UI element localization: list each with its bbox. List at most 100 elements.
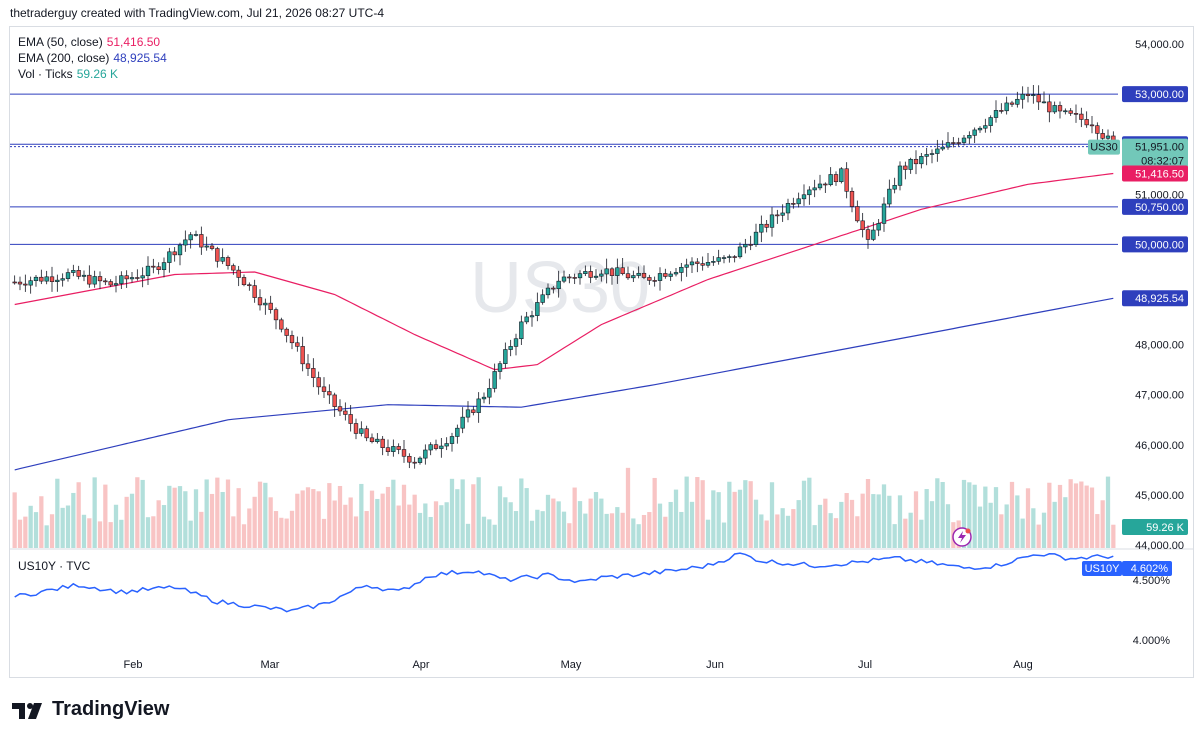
candle-body[interactable] bbox=[1084, 119, 1089, 126]
candle-body[interactable] bbox=[988, 117, 993, 126]
candle-body[interactable] bbox=[17, 281, 23, 285]
candle-body[interactable] bbox=[983, 125, 988, 129]
candle-body[interactable] bbox=[343, 410, 348, 415]
candle-body[interactable] bbox=[833, 174, 839, 183]
candle-body[interactable] bbox=[871, 229, 876, 240]
candle-body[interactable] bbox=[727, 256, 732, 258]
candle-body[interactable] bbox=[599, 273, 604, 277]
candle-body[interactable] bbox=[769, 214, 775, 228]
candle-body[interactable] bbox=[828, 174, 833, 186]
candle-body[interactable] bbox=[652, 280, 657, 282]
candle-body[interactable] bbox=[103, 280, 108, 283]
candle-body[interactable] bbox=[305, 363, 311, 369]
candle-body[interactable] bbox=[177, 244, 183, 256]
candle-body[interactable] bbox=[567, 276, 572, 279]
candle-body[interactable] bbox=[353, 423, 359, 434]
candle-body[interactable] bbox=[183, 239, 188, 246]
legend-us10y[interactable]: US10Y · TVC bbox=[18, 558, 90, 574]
candle-body[interactable] bbox=[172, 251, 177, 256]
candle-body[interactable] bbox=[295, 342, 300, 347]
candle-body[interactable] bbox=[817, 183, 823, 189]
candle-body[interactable] bbox=[60, 278, 65, 281]
candle-body[interactable] bbox=[897, 165, 903, 186]
candle-body[interactable] bbox=[263, 302, 268, 306]
candle-body[interactable] bbox=[460, 416, 465, 429]
candle-body[interactable] bbox=[801, 194, 807, 200]
candle-body[interactable] bbox=[929, 153, 935, 155]
candle-body[interactable] bbox=[135, 277, 140, 279]
candle-body[interactable] bbox=[865, 229, 871, 240]
candle-body[interactable] bbox=[300, 346, 305, 365]
candle-body[interactable] bbox=[535, 302, 540, 316]
candle-body[interactable] bbox=[908, 158, 913, 170]
candle-body[interactable] bbox=[375, 438, 380, 443]
candle-body[interactable] bbox=[449, 436, 455, 444]
candle-body[interactable] bbox=[284, 328, 289, 336]
candle-body[interactable] bbox=[481, 396, 487, 400]
candle-body[interactable] bbox=[529, 315, 535, 318]
candle-body[interactable] bbox=[892, 185, 897, 190]
candle-body[interactable] bbox=[583, 271, 588, 274]
candle-body[interactable] bbox=[199, 234, 204, 248]
candle-body[interactable] bbox=[321, 386, 327, 392]
candle-body[interactable] bbox=[1079, 113, 1084, 120]
candle-body[interactable] bbox=[407, 455, 412, 463]
candle-body[interactable] bbox=[631, 275, 636, 279]
candle-body[interactable] bbox=[705, 262, 711, 266]
candle-body[interactable] bbox=[231, 265, 236, 271]
candle-body[interactable] bbox=[12, 281, 17, 284]
candle-body[interactable] bbox=[268, 302, 273, 310]
footer-brand[interactable]: TradingView bbox=[12, 698, 169, 721]
candle-body[interactable] bbox=[620, 267, 625, 274]
candle-body[interactable] bbox=[39, 276, 44, 282]
candle-body[interactable] bbox=[33, 276, 39, 282]
candle-body[interactable] bbox=[1041, 101, 1047, 104]
candle-body[interactable] bbox=[1100, 133, 1105, 139]
candle-body[interactable] bbox=[716, 257, 721, 262]
candle-body[interactable] bbox=[647, 277, 652, 281]
candle-body[interactable] bbox=[764, 223, 769, 228]
candle-body[interactable] bbox=[289, 335, 295, 344]
candle-body[interactable] bbox=[252, 285, 257, 298]
candle-body[interactable] bbox=[673, 272, 679, 275]
candle-body[interactable] bbox=[887, 188, 892, 205]
candle-body[interactable] bbox=[860, 220, 865, 230]
candle-body[interactable] bbox=[743, 244, 748, 248]
candle-body[interactable] bbox=[391, 446, 396, 452]
candle-body[interactable] bbox=[49, 276, 55, 282]
candle-body[interactable] bbox=[209, 245, 215, 249]
candle-body[interactable] bbox=[668, 273, 673, 277]
candle-body[interactable] bbox=[753, 231, 759, 246]
candle-body[interactable] bbox=[641, 272, 647, 278]
candle-body[interactable] bbox=[97, 276, 103, 282]
candle-body[interactable] bbox=[273, 309, 279, 321]
candle-body[interactable] bbox=[1105, 135, 1111, 139]
legend-ema200[interactable]: EMA (200, close) 48,925.54 bbox=[18, 50, 167, 66]
ema50-line[interactable] bbox=[14, 172, 1114, 371]
candle-body[interactable] bbox=[721, 257, 727, 259]
candle-body[interactable] bbox=[92, 276, 97, 285]
candle-body[interactable] bbox=[759, 223, 764, 233]
candle-body[interactable] bbox=[44, 276, 49, 282]
candle-body[interactable] bbox=[220, 257, 225, 262]
us10y-line[interactable] bbox=[14, 552, 1114, 613]
candle-body[interactable] bbox=[193, 234, 199, 236]
candle-body[interactable] bbox=[28, 280, 33, 286]
candle-body[interactable] bbox=[684, 264, 689, 268]
candle-body[interactable] bbox=[775, 214, 780, 217]
candle-body[interactable] bbox=[369, 437, 375, 443]
candle-body[interactable] bbox=[129, 277, 135, 280]
candle-body[interactable] bbox=[855, 206, 860, 222]
candle-body[interactable] bbox=[812, 187, 817, 191]
candle-body[interactable] bbox=[1052, 105, 1057, 113]
candle-body[interactable] bbox=[476, 398, 481, 413]
candle-body[interactable] bbox=[497, 363, 503, 372]
candle-body[interactable] bbox=[23, 283, 28, 286]
candle-body[interactable] bbox=[204, 245, 209, 248]
candle-body[interactable] bbox=[935, 148, 940, 154]
candle-body[interactable] bbox=[124, 275, 129, 280]
candle-body[interactable] bbox=[999, 110, 1004, 112]
candle-body[interactable] bbox=[903, 165, 908, 170]
candle-body[interactable] bbox=[241, 277, 247, 286]
candle-body[interactable] bbox=[561, 276, 567, 282]
